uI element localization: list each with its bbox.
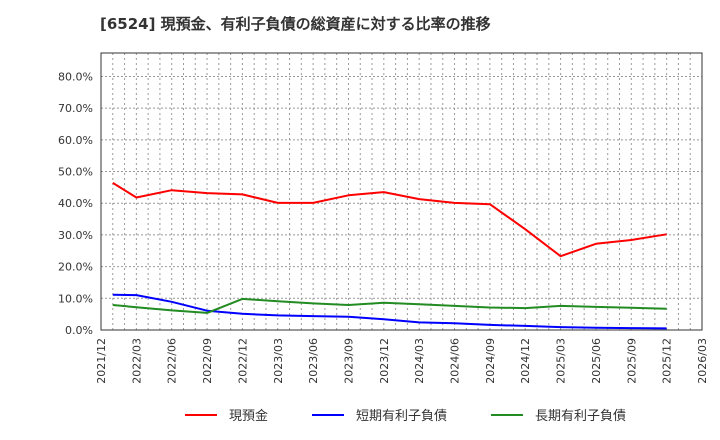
x-tick-label: 2025/09	[625, 338, 638, 384]
y-tick-label: 10.0%	[58, 292, 93, 305]
x-tick-label: 2023/03	[272, 338, 285, 384]
x-tick-label: 2022/12	[236, 338, 249, 384]
x-tick-label: 2025/12	[661, 338, 674, 384]
y-tick-label: 80.0%	[58, 70, 93, 83]
chart-title: [6524] 現預金、有利子負債の総資産に対する比率の推移	[100, 15, 491, 33]
legend: 現預金 短期有利子負債 長期有利子負債	[185, 405, 670, 424]
x-tick-label: 2024/03	[413, 338, 426, 384]
short-term-debt-series-line	[112, 293, 667, 330]
x-tick-label: 2024/09	[484, 338, 497, 384]
x-tick-label: 2023/12	[378, 338, 391, 384]
x-axis: 2021/12 2022/03 2022/06 2022/09 2022/12 2023/…	[95, 338, 709, 384]
legend-swatch-long-term-debt	[491, 413, 524, 416]
x-tick-label: 2025/06	[590, 338, 603, 384]
y-tick-label: 40.0%	[58, 197, 93, 210]
cash-series-line	[112, 182, 667, 258]
legend-item-cash: 現預金	[185, 405, 268, 424]
legend-swatch-cash	[185, 413, 217, 416]
x-tick-label: 2022/03	[130, 338, 143, 384]
x-tick-label: 2022/09	[201, 338, 214, 384]
plot-frame	[100, 52, 703, 331]
y-tick-label: 30.0%	[58, 229, 93, 242]
x-tick-label: 2023/06	[307, 338, 320, 384]
legend-item-short-term-debt: 短期有利子負債	[312, 405, 447, 424]
legend-label: 現預金	[229, 409, 269, 424]
grid-lines	[101, 53, 702, 330]
y-axis: 0.0% 10.0% 20.0% 30.0% 40.0% 50.0% 60.0% 70.0% 8…	[58, 70, 93, 337]
legend-item-long-term-debt: 長期有利子負債	[491, 405, 626, 424]
y-tick-label: 0.0%	[65, 324, 93, 337]
data-series	[112, 182, 667, 330]
x-tick-label: 2023/09	[342, 338, 355, 384]
y-tick-label: 20.0%	[58, 261, 93, 274]
y-tick-label: 60.0%	[58, 134, 93, 147]
legend-label: 長期有利子負債	[535, 409, 627, 424]
x-tick-label: 2021/12	[95, 338, 108, 384]
x-tick-label: 2026/03	[696, 338, 709, 384]
y-tick-label: 50.0%	[58, 166, 93, 179]
legend-swatch-short-term-debt	[312, 413, 345, 416]
long-term-debt-series-line	[112, 297, 667, 314]
legend-label: 短期有利子負債	[356, 409, 448, 424]
x-tick-label: 2022/06	[166, 338, 179, 384]
x-tick-label: 2024/12	[519, 338, 532, 384]
y-tick-label: 70.0%	[58, 102, 93, 115]
x-tick-label: 2025/03	[555, 338, 568, 384]
x-tick-label: 2024/06	[449, 338, 462, 384]
